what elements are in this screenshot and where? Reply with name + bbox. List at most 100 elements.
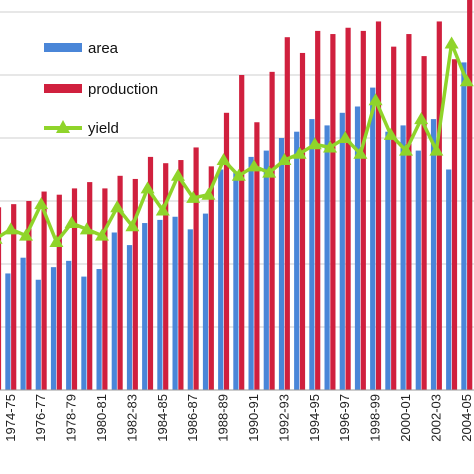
bar-area: [187, 229, 193, 390]
yield-point: [186, 190, 201, 203]
x-tick-label: 1976-77: [33, 394, 48, 442]
legend-marker-yield: [56, 120, 70, 133]
bar-production: [467, 0, 473, 390]
x-tick-label: 1988-89: [216, 394, 231, 442]
bar-area: [142, 223, 148, 390]
yield-point: [247, 159, 261, 172]
x-tick-label: 1974-75: [3, 394, 18, 442]
bar-area: [172, 216, 178, 390]
bar-area: [157, 219, 163, 390]
yield-point: [171, 168, 185, 181]
bar-production: [421, 56, 427, 390]
bar-production: [284, 37, 290, 390]
bar-production: [117, 175, 123, 390]
yield-point: [34, 197, 49, 210]
legend-label-production: production: [88, 81, 158, 98]
bar-area: [248, 156, 254, 390]
bar-area: [20, 257, 26, 390]
x-tick-label: 1996-97: [337, 394, 352, 442]
bar-production: [132, 178, 138, 390]
yield-point: [95, 228, 109, 241]
legend-label-yield: yield: [88, 120, 119, 137]
legend-swatch-area: [44, 43, 82, 52]
yield-point: [307, 137, 322, 150]
bar-area: [5, 273, 11, 390]
bar-production: [193, 147, 199, 390]
bar-production: [360, 30, 366, 391]
yield-point: [79, 222, 94, 235]
bar-production: [163, 163, 169, 390]
bar-production: [391, 46, 397, 391]
bar-production: [71, 188, 78, 390]
bar-area: [446, 169, 452, 390]
yield-point: [414, 112, 429, 125]
bar-area: [415, 150, 421, 390]
bar-production: [102, 188, 108, 390]
bar-production: [87, 182, 93, 390]
bar-production: [254, 122, 260, 390]
yield-point: [49, 234, 64, 247]
x-tick-label: 1978-79: [64, 394, 79, 442]
x-tick-label: 1984-85: [155, 394, 170, 442]
yield-point: [231, 168, 246, 181]
bar-area: [324, 125, 330, 391]
bar-area: [294, 131, 300, 390]
yield-point: [110, 200, 125, 213]
bar-production: [26, 201, 32, 390]
x-tick-label: 1973-74: [0, 394, 3, 442]
bar-production: [436, 21, 442, 390]
bar-area: [354, 106, 361, 390]
bars: [0, 0, 473, 391]
x-axis-tick-labels: 1973-74 1974-75 1976-77 1978-79 1980-81 1982-…: [0, 394, 474, 442]
yield-point: [3, 222, 18, 235]
bar-area: [81, 276, 87, 390]
bar-area: [430, 119, 437, 390]
bar-production: [56, 194, 62, 390]
yield-point: [0, 239, 3, 244]
bar-area: [218, 169, 224, 390]
bar-production: [208, 166, 214, 390]
bar-area: [461, 62, 467, 391]
bar-production: [147, 156, 154, 390]
x-tick-label: 2004-05: [459, 394, 474, 442]
bar-area: [370, 87, 376, 390]
x-tick-label: 1990-91: [246, 394, 261, 442]
yield-point: [64, 216, 79, 229]
yield-point: [262, 165, 277, 178]
bar-area: [111, 232, 117, 390]
bar-area: [263, 150, 269, 390]
x-tick-label: 1998-99: [368, 394, 383, 442]
bar-production: [345, 27, 351, 390]
bar-area: [126, 245, 133, 390]
yield-point: [155, 203, 170, 216]
bar-area: [385, 131, 391, 390]
bar-area: [50, 267, 57, 390]
yield-point: [323, 140, 337, 153]
bar-area: [309, 119, 315, 390]
yield-point: [292, 146, 307, 159]
x-tick-label: 2002-03: [428, 394, 443, 442]
legend-swatch-production: [44, 84, 82, 93]
yield-point: [125, 219, 140, 232]
yield-point: [429, 143, 444, 156]
yield-point: [277, 153, 292, 166]
yield-line: [0, 36, 474, 247]
bar-production: [451, 59, 458, 390]
bar-production: [0, 207, 2, 390]
bar-production: [11, 204, 17, 390]
yield-point: [19, 228, 33, 241]
yield-point: [368, 93, 383, 106]
yield-point: [201, 187, 216, 200]
x-tick-label: 1986-87: [185, 394, 200, 442]
x-tick-label: 1980-81: [94, 394, 109, 442]
yield-point: [216, 153, 231, 166]
bar-area: [35, 279, 41, 390]
bar-area: [278, 138, 285, 390]
yield-point: [140, 181, 155, 194]
bar-production: [223, 112, 230, 391]
legend: area production yield: [44, 40, 158, 137]
bar-area: [96, 269, 102, 390]
yield-point: [399, 143, 413, 156]
bar-production: [375, 21, 382, 390]
